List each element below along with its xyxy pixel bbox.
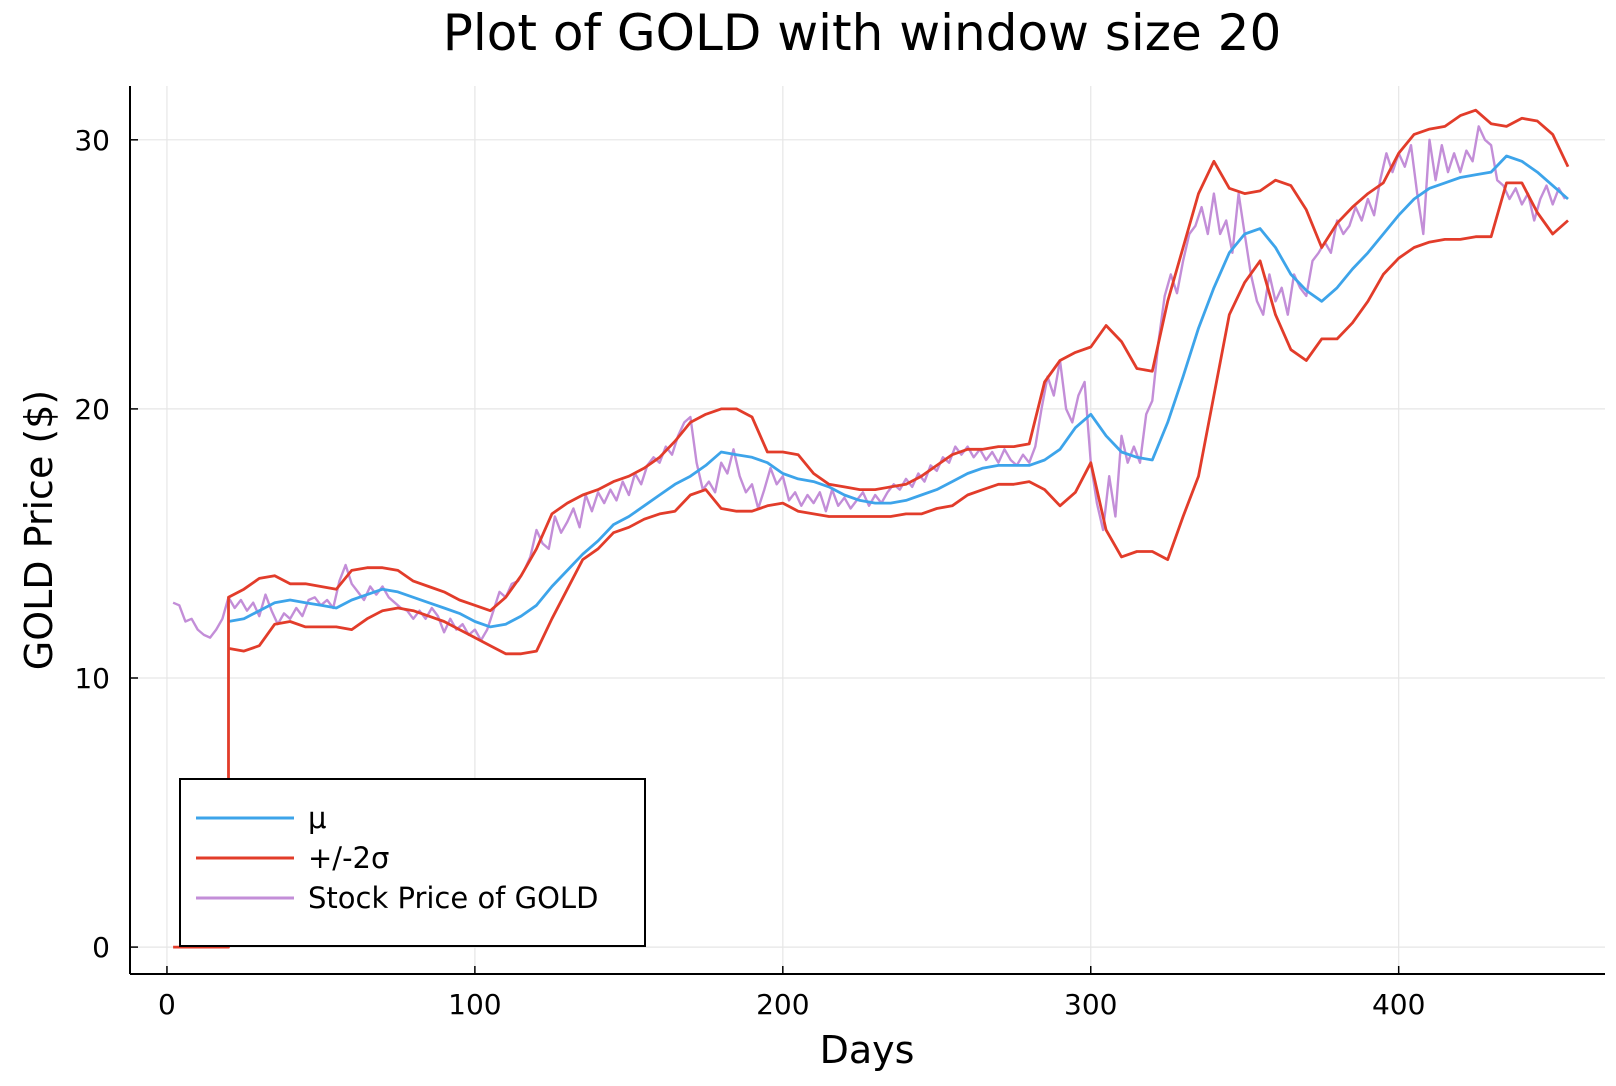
y-tick-label: 20	[74, 393, 110, 426]
x-tick-label: 100	[448, 988, 501, 1021]
chart-title: Plot of GOLD with window size 20	[443, 4, 1282, 62]
tick-labels: 0 100 200 300 400 0 10 20 30	[74, 124, 1425, 1021]
x-tick-label: 400	[1372, 988, 1425, 1021]
legend-label: μ	[308, 801, 326, 835]
y-tick-label: 0	[92, 931, 110, 964]
series-mu-line	[228, 154, 1569, 629]
y-axis-label: GOLD Price ($)	[17, 390, 61, 670]
x-tick-label: 300	[1064, 988, 1117, 1021]
legend: μ +/-2σ Stock Price of GOLD	[179, 778, 646, 947]
y-tick-label: 30	[74, 124, 110, 157]
x-axis-label: Days	[820, 1028, 915, 1072]
grid	[130, 86, 1605, 974]
x-tick-label: 200	[756, 988, 809, 1021]
axes	[129, 86, 1605, 975]
y-tick-label: 10	[74, 662, 110, 695]
legend-label: +/-2σ	[308, 841, 389, 875]
legend-label: Stock Price of GOLD	[308, 881, 598, 915]
series-lower-band-line	[228, 181, 1569, 656]
x-tick-label: 0	[158, 988, 176, 1021]
series-lines	[172, 108, 1570, 949]
series-upper-band-line	[173, 108, 1570, 949]
legend-box	[179, 778, 646, 947]
